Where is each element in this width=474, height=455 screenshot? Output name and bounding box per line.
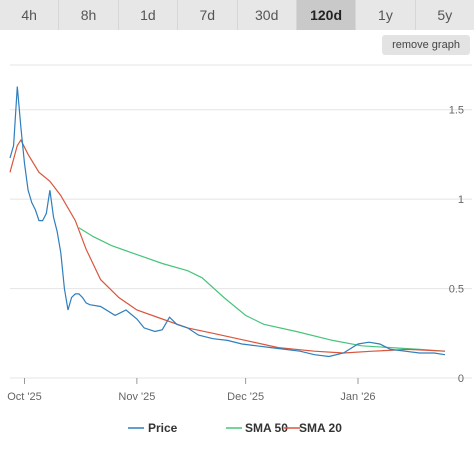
legend-item-sma-50[interactable]: SMA 50 <box>245 421 288 435</box>
series-line-price <box>9 86 446 358</box>
range-tab-1d[interactable]: 1d <box>118 0 179 30</box>
range-tab-5y[interactable]: 5y <box>415 0 474 30</box>
y-tick-label: 1.5 <box>449 105 464 117</box>
x-tick-label: Oct '25 <box>7 391 42 403</box>
range-tab-1y[interactable]: 1y <box>356 0 416 30</box>
series-line-sma-20 <box>9 138 446 354</box>
x-tick-label: Nov '25 <box>118 391 155 403</box>
time-range-tabs: 4h 8h 1d 7d 30d 120d 1y 5y <box>0 0 474 30</box>
range-tab-7d[interactable]: 7d <box>178 0 238 30</box>
legend-item-price[interactable]: Price <box>148 421 178 435</box>
range-tab-4h[interactable]: 4h <box>0 0 60 30</box>
legend-item-sma-20[interactable]: SMA 20 <box>299 421 342 435</box>
x-tick-label: Dec '25 <box>227 391 264 403</box>
x-tick-label: Jan '26 <box>340 391 375 403</box>
series-line-sma-50 <box>78 227 446 352</box>
y-tick-label: 0 <box>458 373 464 385</box>
range-tab-30d[interactable]: 30d <box>237 0 297 30</box>
y-tick-label: 0.5 <box>449 284 464 296</box>
remove-graph-button[interactable]: remove graph <box>382 35 470 55</box>
range-tab-8h[interactable]: 8h <box>59 0 119 30</box>
y-tick-label: 1 <box>458 194 464 206</box>
price-chart: 0 0.5 1 1.5 Oct '25 Nov '25 Dec '25 Jan '26 Pric… <box>7 64 472 435</box>
range-tab-120d[interactable]: 120d <box>296 0 357 30</box>
